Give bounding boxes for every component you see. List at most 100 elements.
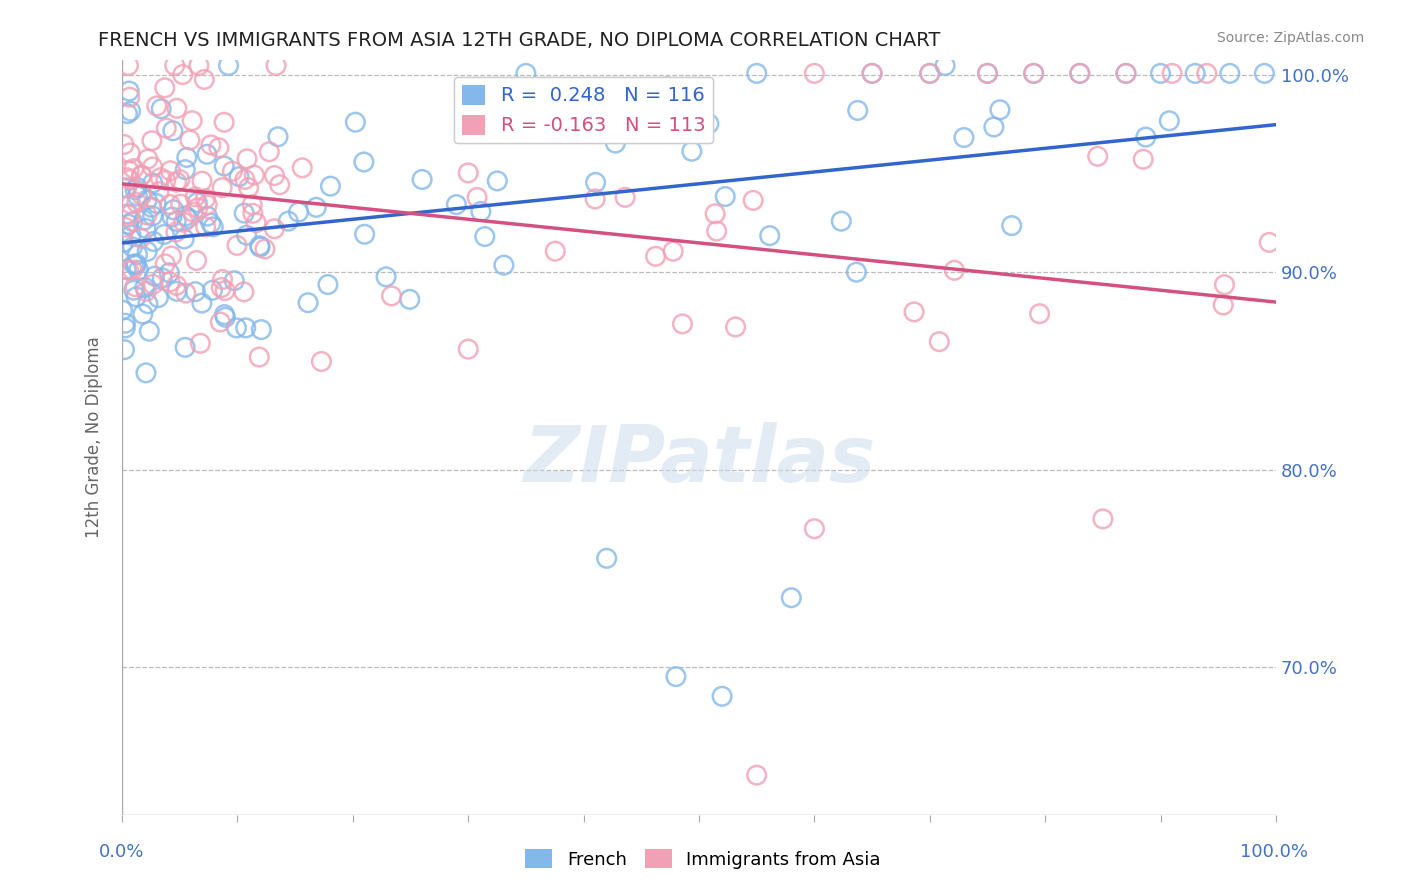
Point: [375, 269, 398, 284]
Point: [200, 216, 222, 230]
Point: [122, 283, 145, 297]
Point: [846, 103, 869, 118]
Point: [470, 204, 492, 219]
Y-axis label: 12th Grade, No Diploma: 12th Grade, No Diploma: [86, 336, 103, 538]
Point: [1195, 66, 1218, 80]
Point: [1258, 235, 1281, 250]
Point: [127, 247, 149, 261]
Point: [803, 522, 825, 536]
Point: [311, 354, 333, 368]
Point: [780, 591, 803, 605]
Point: [121, 263, 143, 277]
Point: [714, 189, 737, 203]
Point: [165, 214, 187, 228]
Point: [247, 350, 270, 364]
Point: [1087, 149, 1109, 163]
Point: [142, 160, 165, 174]
Point: [1253, 66, 1275, 80]
Point: [1001, 219, 1024, 233]
Point: [245, 216, 267, 230]
Point: [150, 271, 173, 285]
Point: [671, 317, 693, 331]
Point: [127, 189, 149, 203]
Point: [120, 197, 142, 211]
Point: [132, 213, 155, 227]
Point: [1069, 66, 1091, 80]
Point: [145, 99, 167, 113]
Point: [208, 141, 231, 155]
Point: [115, 170, 138, 185]
Point: [1149, 66, 1171, 80]
Point: [159, 197, 181, 211]
Point: [117, 106, 139, 120]
Point: [267, 129, 290, 144]
Point: [153, 80, 176, 95]
Point: [209, 315, 232, 329]
Point: [411, 172, 433, 186]
Point: [1115, 66, 1137, 80]
Point: [943, 263, 966, 277]
Point: [1184, 66, 1206, 80]
Point: [195, 209, 218, 223]
Point: [202, 219, 225, 234]
Point: [398, 293, 420, 307]
Point: [181, 205, 204, 219]
Point: [745, 768, 768, 782]
Point: [165, 225, 187, 239]
Point: [233, 206, 256, 220]
Point: [1028, 307, 1050, 321]
Point: [148, 291, 170, 305]
Point: [644, 249, 666, 263]
Point: [704, 207, 727, 221]
Point: [172, 68, 194, 82]
Point: [212, 115, 235, 129]
Point: [221, 164, 243, 178]
Point: [976, 66, 998, 80]
Point: [150, 102, 173, 116]
Point: [238, 180, 260, 194]
Point: [1022, 66, 1045, 80]
Point: [745, 66, 768, 80]
Point: [122, 161, 145, 176]
Point: [141, 200, 163, 214]
Point: [235, 321, 257, 335]
Text: 100.0%: 100.0%: [1240, 843, 1308, 861]
Point: [193, 72, 215, 87]
Point: [174, 286, 197, 301]
Point: [988, 103, 1011, 117]
Point: [236, 152, 259, 166]
Point: [200, 137, 222, 152]
Point: [173, 215, 195, 229]
Point: [118, 163, 141, 178]
Point: [162, 124, 184, 138]
Point: [125, 257, 148, 271]
Point: [353, 227, 375, 242]
Point: [159, 163, 181, 178]
Point: [142, 176, 165, 190]
Point: [983, 120, 1005, 134]
Point: [163, 58, 186, 72]
Point: [1132, 153, 1154, 167]
Point: [195, 147, 218, 161]
Point: [1135, 130, 1157, 145]
Point: [117, 217, 139, 231]
Point: [233, 172, 256, 186]
Point: [457, 342, 479, 356]
Point: [218, 58, 240, 72]
Point: [136, 244, 159, 259]
Legend: French, Immigrants from Asia: French, Immigrants from Asia: [517, 842, 889, 876]
Point: [934, 58, 956, 72]
Point: [176, 211, 198, 226]
Point: [155, 121, 177, 136]
Point: [136, 193, 159, 207]
Point: [214, 284, 236, 298]
Point: [173, 232, 195, 246]
Point: [136, 152, 159, 166]
Point: [125, 195, 148, 210]
Point: [128, 263, 150, 277]
Point: [259, 145, 281, 159]
Point: [184, 190, 207, 204]
Point: [145, 196, 167, 211]
Point: [465, 190, 488, 204]
Point: [353, 155, 375, 169]
